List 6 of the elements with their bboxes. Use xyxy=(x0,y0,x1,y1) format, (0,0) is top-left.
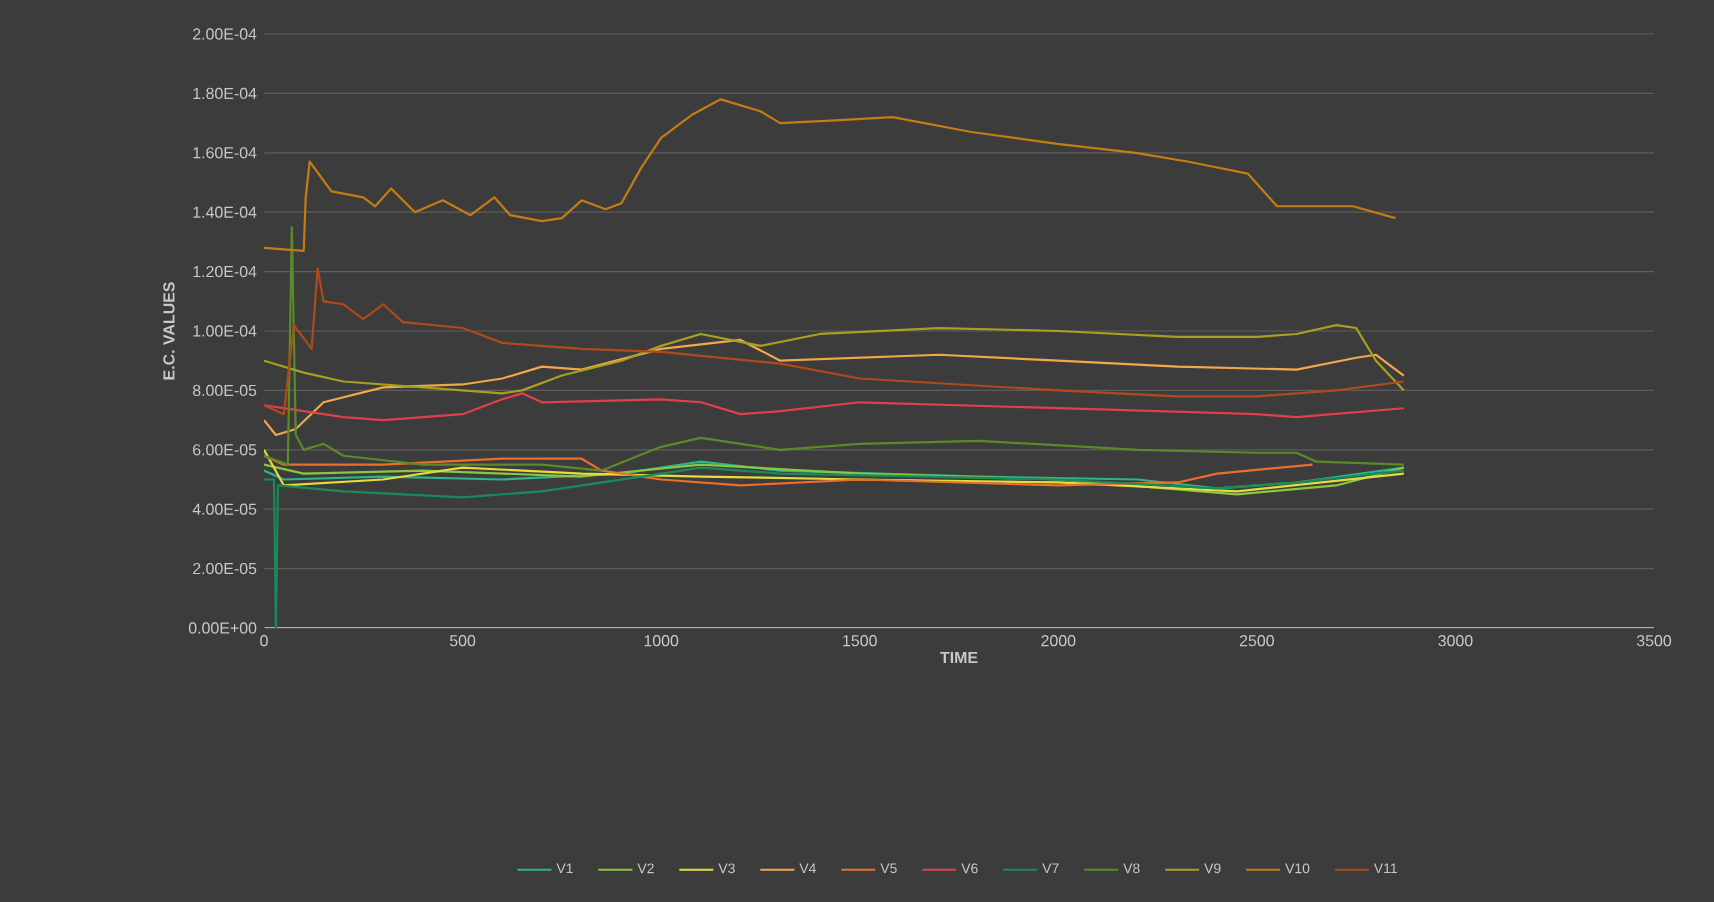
line-series xyxy=(264,225,1405,472)
line-series xyxy=(264,448,1405,493)
line-series xyxy=(264,466,1405,628)
line-series xyxy=(264,98,1397,252)
line-series xyxy=(264,267,1405,416)
line-series xyxy=(264,392,1405,422)
